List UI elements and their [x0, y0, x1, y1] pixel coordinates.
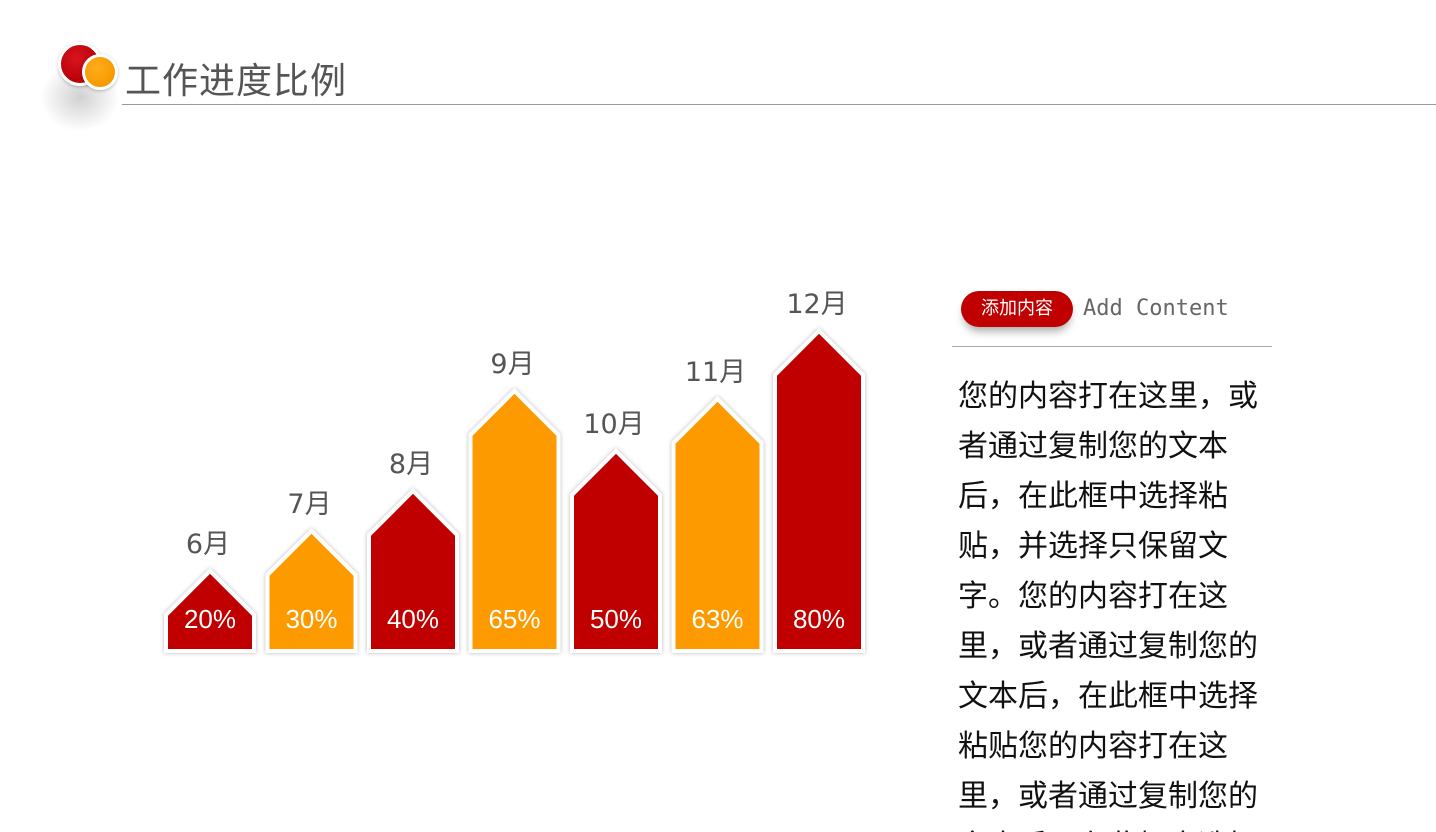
bar-value-label: 80%	[793, 604, 845, 634]
month-label: 8月	[389, 449, 433, 480]
bar-value-label: 50%	[590, 604, 642, 634]
bar-value-label: 65%	[488, 604, 540, 634]
bar-7	[773, 328, 865, 653]
month-label: 11月	[685, 357, 746, 388]
month-label: 10月	[583, 409, 644, 440]
logo-orange-circle	[82, 54, 118, 90]
month-label: 12月	[786, 289, 847, 320]
logo	[30, 30, 130, 132]
add-content-badge: 添加内容	[961, 291, 1073, 327]
body-text: 您的内容打在这里，或者通过复制您的文本后，在此框中选择粘贴，并选择只保留文字。您…	[958, 379, 1258, 832]
title-divider	[122, 104, 1436, 105]
bar-2	[265, 528, 358, 653]
month-label: 9月	[490, 349, 534, 380]
bar-6	[671, 396, 764, 653]
bar-value-label: 30%	[285, 604, 337, 634]
bar-value-label: 40%	[387, 604, 439, 634]
bars-group: 20% 6月 30% 7月 40% 8月 65% 9月 50% 10月 63% 11月 80% 12月	[164, 289, 865, 653]
month-label: 7月	[287, 489, 331, 520]
bar-1	[164, 568, 256, 653]
bar-value-label: 20%	[184, 604, 236, 634]
side-divider	[952, 346, 1272, 347]
bar-3	[367, 488, 459, 653]
bar-value-label: 63%	[691, 604, 743, 634]
month-label: 6月	[186, 529, 230, 560]
page-title: 工作进度比例	[125, 61, 348, 102]
add-content-subtitle: Add Content	[1083, 296, 1229, 321]
bar-5	[570, 448, 662, 653]
bar-4	[468, 388, 561, 653]
